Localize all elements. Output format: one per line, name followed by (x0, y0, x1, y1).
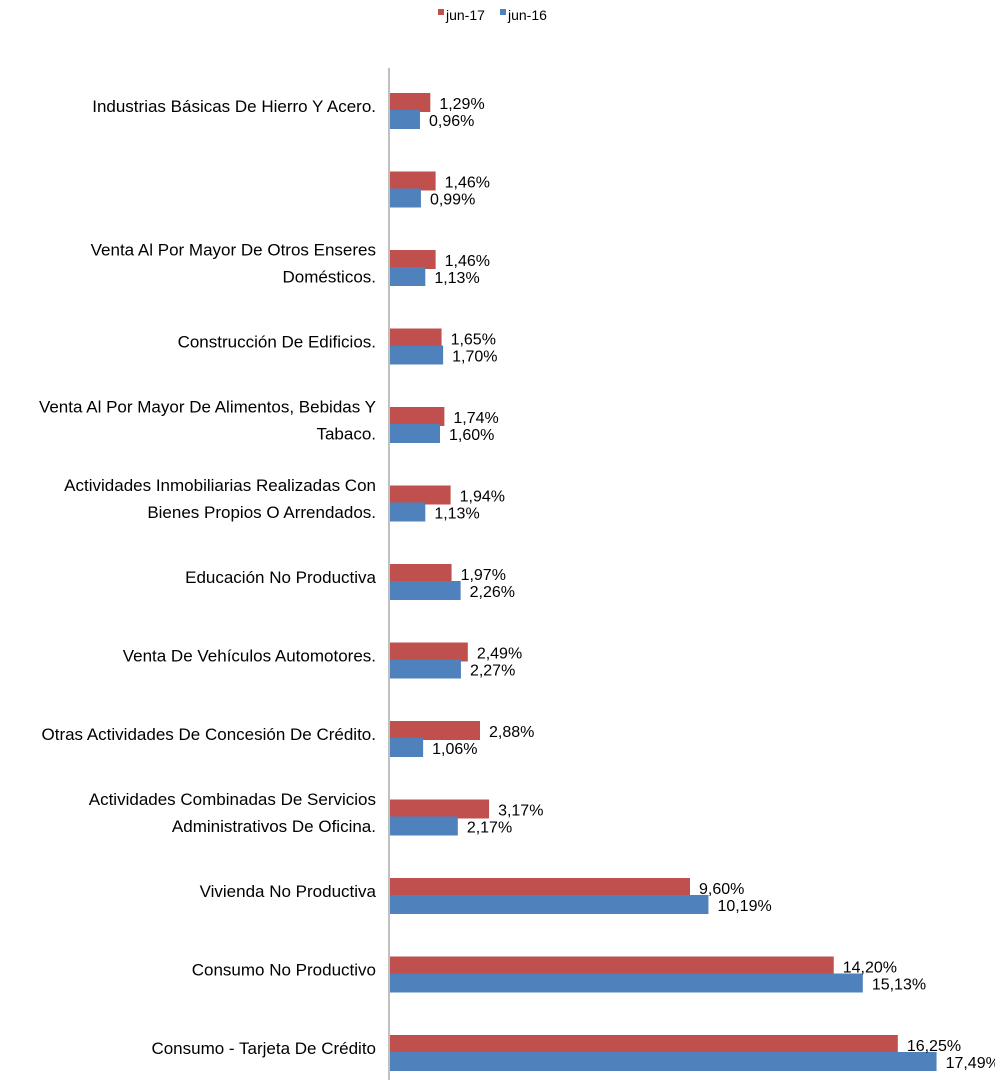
data-label-jun-17: 1,29% (439, 96, 484, 113)
category-label: Industrias Básicas De Hierro Y Acero. (92, 97, 376, 116)
data-label-jun-17: 14,20% (843, 960, 897, 977)
data-label-jun-17: 2,49% (477, 646, 522, 663)
category-label: Educación No Productiva (185, 568, 376, 587)
data-label-jun-16: 2,26% (470, 584, 515, 601)
data-label-jun-17: 1,46% (445, 175, 490, 192)
legend-label-jun-16: jun-16 (507, 7, 547, 23)
category-label: Venta Al Por Mayor De Alimentos, Bebidas… (39, 398, 376, 417)
category-label: Venta Al Por Mayor De Otros Enseres (91, 241, 376, 260)
bar-jun-17 (390, 878, 690, 897)
bar-jun-17 (390, 328, 442, 348)
category-label: Otras Actividades De Concesión De Crédit… (42, 725, 377, 744)
legend-label-jun-17: jun-17 (445, 7, 485, 23)
data-label-jun-16: 1,06% (432, 741, 477, 758)
data-label-jun-17: 1,46% (445, 253, 490, 270)
bar-jun-17 (390, 250, 436, 269)
category-labels: Industrias Básicas De Hierro Y Acero. Ven… (39, 97, 377, 1058)
data-label-jun-16: 2,17% (467, 820, 512, 837)
data-label-jun-16: 2,27% (470, 663, 515, 680)
category-label: Consumo No Productivo (192, 961, 376, 980)
bar-jun-16 (390, 659, 461, 679)
category-label: Actividades Combinadas De Servicios (89, 790, 376, 809)
data-label-jun-16: 10,19% (717, 898, 771, 915)
legend-swatch-jun-16 (500, 9, 506, 15)
bar-jun-17 (390, 799, 490, 819)
bar-jun-16 (390, 424, 440, 443)
data-label-jun-17: 1,74% (453, 410, 498, 427)
bar-jun-17 (390, 956, 834, 976)
category-label: Consumo - Tarjeta De Crédito (151, 1039, 376, 1058)
bar-jun-16 (390, 345, 444, 365)
bar-jun-16 (390, 1052, 937, 1071)
data-label-jun-17: 1,94% (460, 489, 505, 506)
bar-jun-17 (390, 1035, 898, 1054)
bar-jun-16 (390, 502, 426, 522)
data-label-jun-16: 1,70% (452, 349, 497, 366)
legend: jun-17 jun-16 (438, 7, 547, 23)
category-label: Vivienda No Productiva (200, 882, 377, 901)
category-label: Domésticos. (282, 268, 376, 287)
data-label-jun-16: 17,49% (946, 1055, 995, 1072)
value-labels: 1,29%0,96%1,46%0,99%1,46%1,13%1,65%1,70%… (429, 96, 995, 1072)
category-label: Actividades Inmobiliarias Realizadas Con (64, 476, 376, 495)
data-label-jun-17: 9,60% (699, 881, 744, 898)
bar-jun-16 (390, 816, 458, 836)
data-label-jun-17: 1,97% (461, 567, 506, 584)
bar-jun-16 (390, 110, 420, 129)
category-label: Venta De Vehículos Automotores. (123, 647, 376, 666)
data-label-jun-17: 16,25% (907, 1038, 961, 1055)
data-label-jun-16: 0,96% (429, 113, 474, 130)
bar-jun-17 (390, 407, 445, 426)
bars (390, 93, 937, 1071)
category-label: Administrativos De Oficina. (172, 817, 376, 836)
bar-jun-16 (390, 188, 421, 208)
bar-jun-17 (390, 485, 451, 505)
bar-jun-16 (390, 895, 709, 914)
bar-jun-17 (390, 721, 480, 740)
category-label: Bienes Propios O Arrendados. (147, 503, 376, 522)
bar-jun-17 (390, 642, 468, 662)
data-label-jun-17: 1,65% (451, 332, 496, 349)
bar-jun-16 (390, 267, 426, 286)
data-label-jun-16: 1,13% (434, 270, 479, 287)
data-label-jun-16: 15,13% (872, 977, 926, 994)
bar-jun-17 (390, 564, 452, 583)
category-label: Tabaco. (316, 425, 376, 444)
data-label-jun-16: 0,99% (430, 192, 475, 209)
bar-jun-17 (390, 171, 436, 191)
bar-jun-16 (390, 973, 863, 993)
data-label-jun-16: 1,60% (449, 427, 494, 444)
bar-jun-16 (390, 738, 424, 757)
data-label-jun-17: 3,17% (498, 803, 543, 820)
bar-jun-17 (390, 93, 431, 112)
data-label-jun-16: 1,13% (434, 506, 479, 523)
legend-swatch-jun-17 (438, 9, 444, 15)
data-label-jun-17: 2,88% (489, 724, 534, 741)
category-label: Construcción De Edificios. (178, 333, 376, 352)
bar-jun-16 (390, 581, 461, 600)
